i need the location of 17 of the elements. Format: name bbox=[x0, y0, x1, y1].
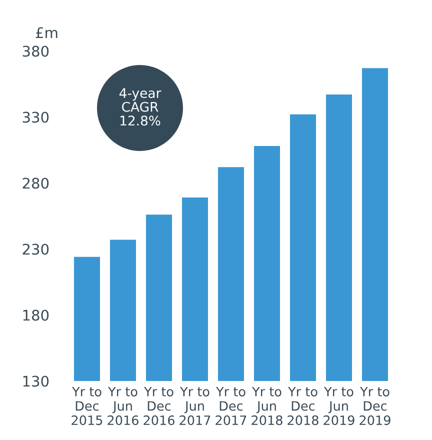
annotation: 4-year CAGR 12.8% bbox=[119, 88, 162, 126]
x-tick-label: Yr to Jun 2018 bbox=[252, 386, 282, 426]
x-tick-label: Yr to Dec 2015 bbox=[72, 386, 102, 426]
x-tick-label: Yr to Dec 2016 bbox=[144, 386, 174, 426]
y-tick-label: 180 bbox=[23, 310, 49, 321]
y-tick-label: 380 bbox=[22, 46, 49, 57]
y-axis-title: £m bbox=[36, 27, 58, 38]
x-tick-label: Yr to Jun 2017 bbox=[180, 386, 210, 426]
x-tick-label: Yr to Jun 2019 bbox=[324, 386, 354, 426]
y-tick-label: 280 bbox=[22, 178, 49, 189]
x-tick-label: Yr to Jun 2016 bbox=[108, 386, 138, 426]
x-tick-label: Yr to Dec 2017 bbox=[216, 386, 246, 426]
y-tick-label: 230 bbox=[22, 244, 49, 255]
y-tick-label: 330 bbox=[22, 112, 49, 123]
y-tick-label: 130 bbox=[23, 376, 49, 387]
x-tick-label: Yr to Dec 2019 bbox=[360, 386, 390, 426]
x-tick-label: Yr to Dec 2018 bbox=[288, 386, 318, 426]
